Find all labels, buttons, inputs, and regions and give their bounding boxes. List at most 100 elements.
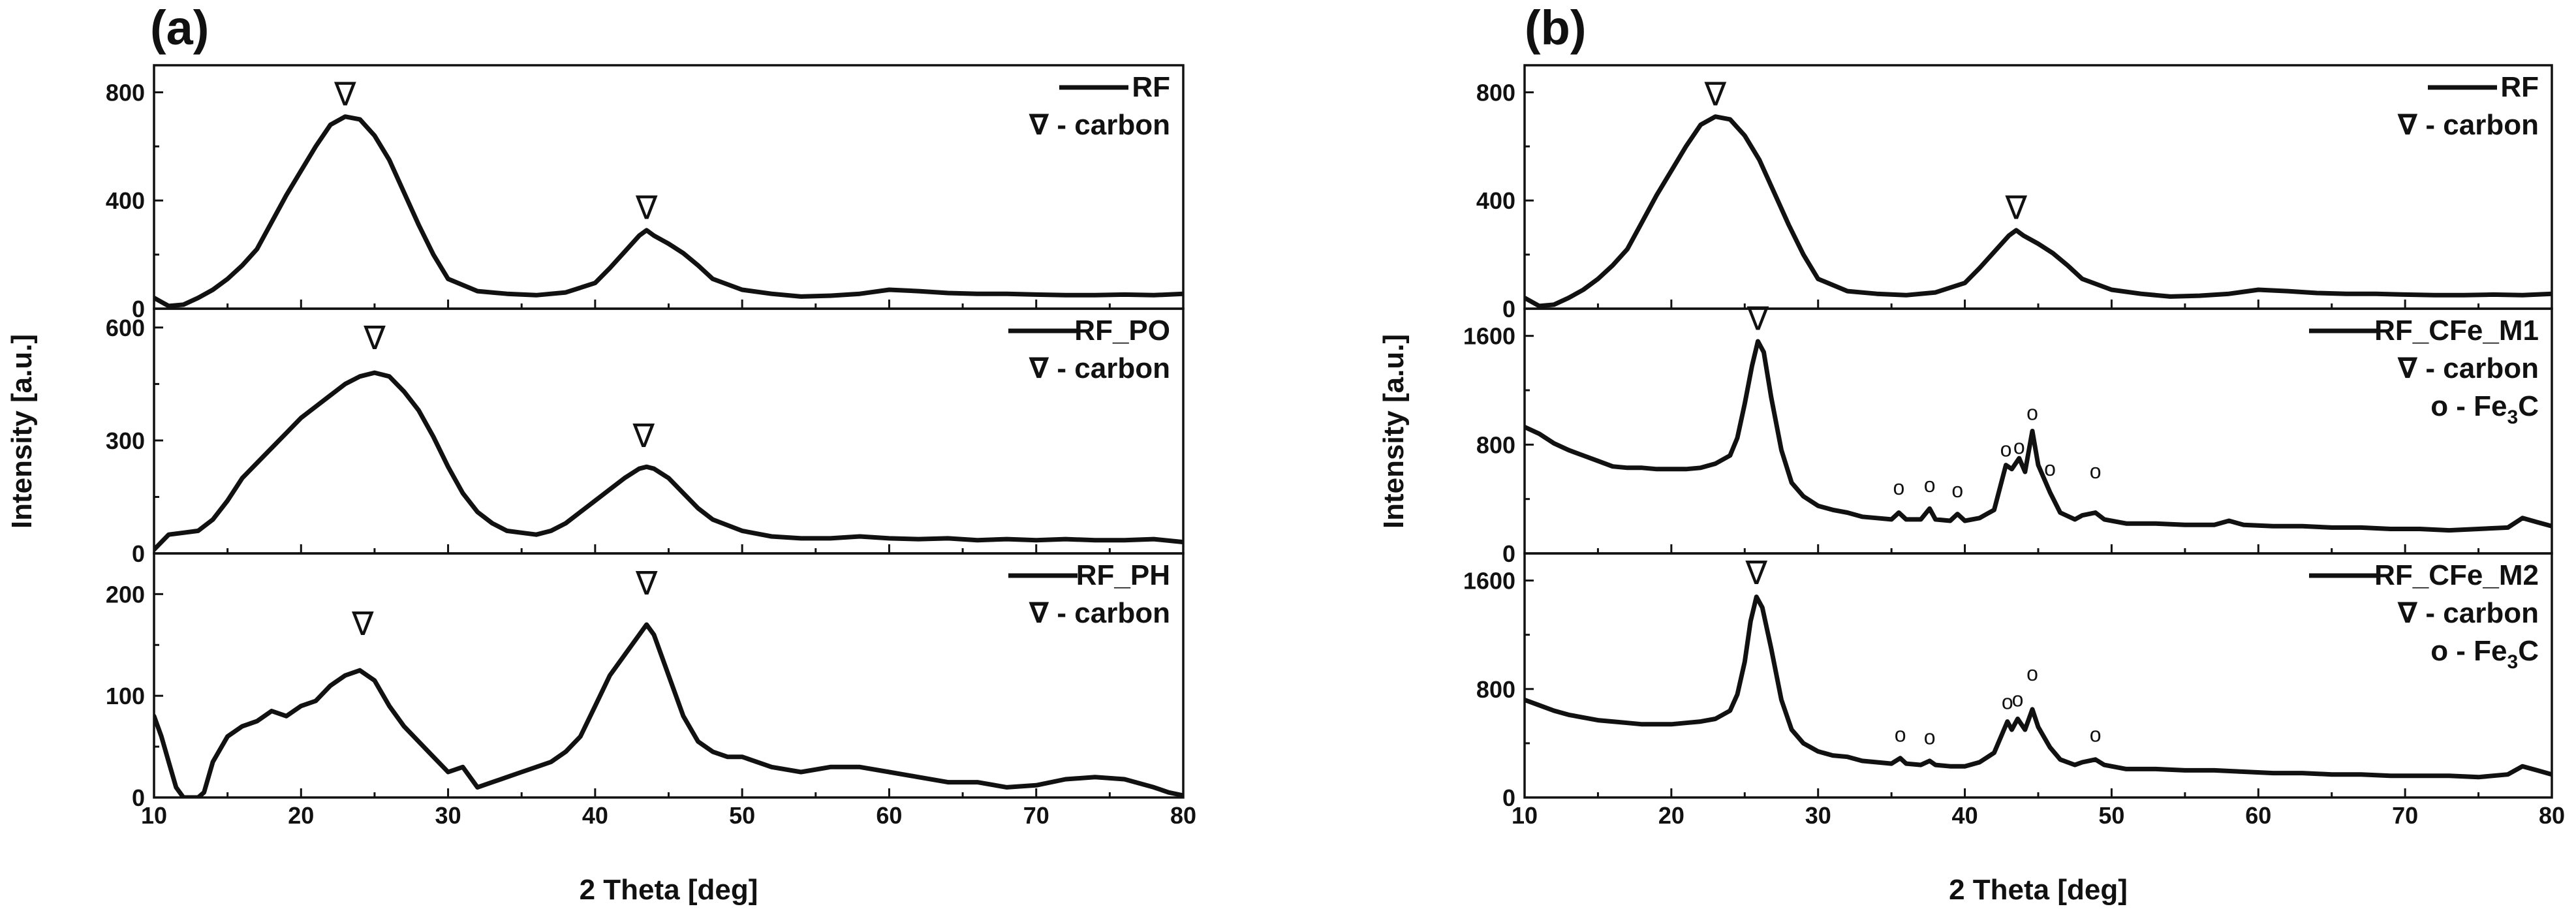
y-tick-label: 0 (1502, 296, 1515, 322)
fe3c-peak-marker: o (1893, 476, 1904, 499)
y-tick-label: 800 (106, 79, 145, 106)
x-tick-label: 30 (1805, 802, 1831, 829)
x-tick-label: 60 (876, 802, 902, 829)
y-tick-label: 0 (1502, 784, 1515, 811)
y-tick-label: 0 (1502, 540, 1515, 567)
x-axis-title: 2 Theta [deg] (580, 874, 758, 906)
fe3c-peak-marker: o (2044, 457, 2056, 480)
carbon-peak-marker: ∇ (635, 565, 658, 602)
panel-label: (b) (1525, 1, 1587, 55)
x-tick-label: 70 (1023, 802, 1049, 829)
y-tick-label: 600 (106, 315, 145, 341)
series-line-rf (154, 114, 1183, 309)
legend: RF_CFe_M2 ∇ - carbon o - Fe3C (2309, 559, 2539, 673)
x-tick-label: 50 (2098, 802, 2124, 829)
y-tick-label: 800 (1476, 79, 1515, 106)
legend-note-text: ∇ - carbon (2398, 109, 2539, 141)
carbon-peak-marker: ∇ (1745, 555, 1768, 591)
panel-a: (a) Intensity [a.u.] 2 Theta [deg] 10 20 30 40… (6, 1, 1196, 906)
series-line-rf-ph (154, 622, 1183, 797)
legend: RF_PO ∇ - carbon (1008, 315, 1170, 384)
subplot-rf-po: 0 300 600 ∇ ∇ RF_PO ∇ - carbon (106, 307, 1185, 567)
legend-carbon-note: ∇ - carbon (2398, 109, 2539, 141)
legend-fe3c-note: o - Fe3C (2430, 390, 2539, 428)
legend-note-text: ∇ - carbon (1029, 352, 1170, 384)
legend-series-label: RF (1132, 71, 1170, 103)
plot-frame (153, 64, 1185, 310)
carbon-peak-marker: ∇ (1746, 301, 1769, 337)
x-tick-label: 50 (729, 802, 755, 829)
x-axis-title: 2 Theta [deg] (1949, 874, 2128, 906)
legend-series-label: RF_CFe_M2 (2374, 559, 2539, 591)
x-tick-label: 20 (288, 802, 314, 829)
fe3c-peak-marker: o (1924, 473, 1936, 497)
subplot-rf: 0 400 800 ∇ ∇ RF ∇ - carbon (106, 64, 1185, 322)
series-line-rf-cfe-m1 (1525, 339, 2552, 533)
carbon-peak-marker: ∇ (1704, 76, 1727, 113)
y-tick-label: 300 (106, 427, 145, 454)
legend-note-tail: C (2518, 390, 2539, 422)
x-tick-label: 80 (2539, 802, 2565, 829)
subplot-rf-ph: 0 100 200 ∇ ∇ RF_PH ∇ - carbon (106, 552, 1185, 811)
plot-frame (1523, 64, 2553, 310)
fe3c-peak-marker: o (2000, 438, 2012, 461)
x-tick-label: 20 (1658, 802, 1684, 829)
legend: RF_PH ∇ - carbon (1008, 559, 1170, 629)
legend-series-label: RF_PH (1076, 559, 1170, 591)
legend-note-text: o - Fe (2430, 635, 2507, 667)
y-tick-label: 200 (106, 581, 145, 608)
legend-carbon-note: ∇ - carbon (2398, 597, 2539, 629)
fe3c-peak-marker: o (2013, 435, 2025, 459)
legend-note-tail: C (2518, 635, 2539, 667)
y-tick-label: 0 (132, 296, 145, 322)
fe3c-peak-marker: o (2090, 459, 2102, 483)
legend: RF ∇ - carbon (1029, 71, 1170, 141)
legend-carbon-note: ∇ - carbon (1029, 109, 1170, 141)
fe3c-peak-marker: o (2026, 662, 2038, 685)
fe3c-peak-marker: o (2090, 722, 2102, 746)
y-tick-label: 100 (106, 683, 145, 709)
y-tick-label: 400 (106, 187, 145, 214)
carbon-peak-marker: ∇ (2005, 190, 2028, 226)
legend-series-label: RF_CFe_M1 (2374, 315, 2539, 347)
fe3c-peak-marker: o (1951, 478, 1963, 502)
x-tick-label: 10 (1512, 802, 1538, 829)
y-tick-label: 0 (132, 540, 145, 567)
carbon-peak-marker: ∇ (334, 76, 356, 113)
legend-carbon-note: ∇ - carbon (1029, 352, 1170, 384)
legend-note-subscript: 3 (2507, 651, 2519, 673)
legend-note-text: ∇ - carbon (2398, 597, 2539, 629)
x-tick-label: 30 (435, 802, 461, 829)
series-line-rf-cfe-m2 (1525, 595, 2552, 780)
y-axis-title: Intensity [a.u.] (6, 334, 38, 529)
fe3c-peak-marker: o (2012, 687, 2024, 711)
y-tick-label: 800 (1476, 431, 1515, 458)
x-tick-label: 60 (2245, 802, 2271, 829)
legend-carbon-note: ∇ - carbon (1029, 597, 1170, 629)
carbon-peak-marker: ∇ (632, 418, 655, 454)
panel-label: (a) (150, 1, 209, 55)
y-axis-title: Intensity [a.u.] (1378, 334, 1410, 529)
carbon-peak-marker: ∇ (635, 190, 658, 226)
fe3c-peak-marker: o (2026, 401, 2038, 424)
plot-frame (153, 307, 1185, 555)
y-tick-label: 800 (1476, 676, 1515, 703)
legend: RF ∇ - carbon (2398, 71, 2539, 141)
x-tick-label: 80 (1170, 802, 1196, 829)
legend-note-subscript: 3 (2507, 407, 2519, 428)
y-tick-label: 0 (132, 784, 145, 811)
legend-note-text: ∇ - carbon (1029, 109, 1170, 141)
legend-series-label: RF (2500, 71, 2539, 103)
fe3c-peak-marker: o (1924, 726, 1936, 749)
series-line-rf-po (154, 370, 1183, 552)
y-tick-label: 1600 (1463, 568, 1515, 595)
fe3c-peak-marker: o (1895, 722, 1906, 746)
legend-note-text: ∇ - carbon (1029, 597, 1170, 629)
panel-b: (b)Intensity [a.u.]2 Theta [deg]10 20 30 40… (1378, 1, 2565, 906)
subplot-rf: 0 400 800 ∇ ∇ RF ∇ - carbon (1476, 64, 2553, 322)
legend-carbon-note: ∇ - carbon (2398, 352, 2539, 384)
legend-fe3c-note: o - Fe3C (2430, 635, 2539, 673)
carbon-peak-marker: ∇ (363, 320, 386, 356)
